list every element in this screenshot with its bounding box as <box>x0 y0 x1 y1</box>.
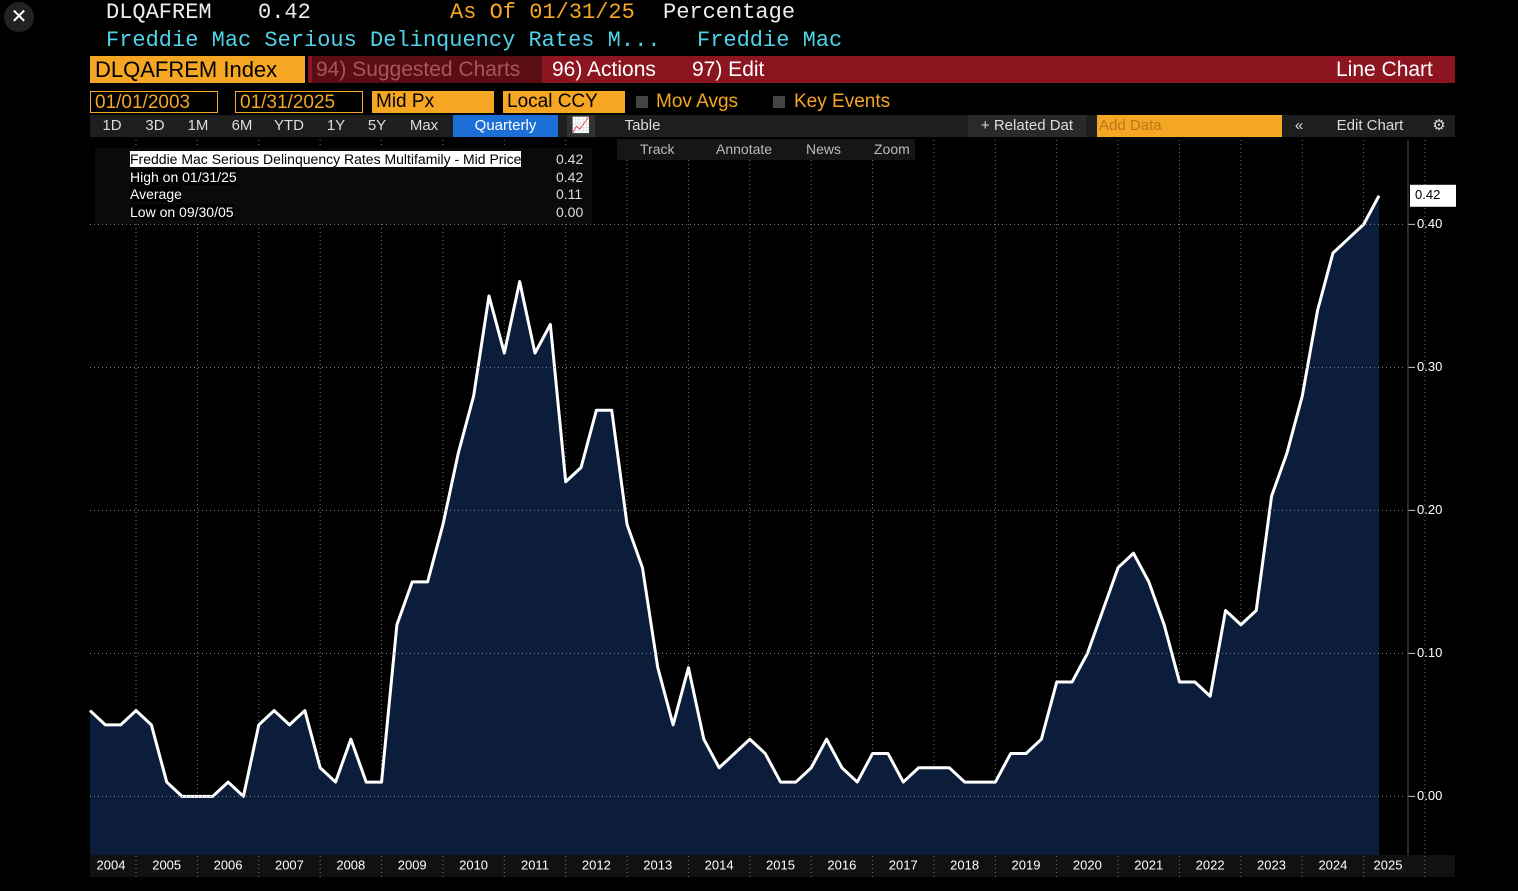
period-button[interactable]: 6M <box>231 117 253 134</box>
source: Freddie Mac <box>697 28 843 53</box>
add-data[interactable]: Add Data <box>1097 115 1282 137</box>
line <box>88 195 1381 798</box>
x-tick-label: 2025 <box>1374 857 1403 872</box>
tool-button[interactable]: Zoom <box>874 141 910 157</box>
period-button[interactable]: 1M <box>187 117 209 134</box>
menu-actions[interactable]: 96) Actions <box>552 58 656 81</box>
tool-bar <box>617 139 915 160</box>
y-tick-label: 0.10 <box>1417 645 1442 660</box>
security-field[interactable]: DLQAFREM Index <box>90 56 305 83</box>
last-value-tag <box>1410 184 1456 207</box>
unit: Percentage <box>663 0 796 25</box>
x-tick-label: 2011 <box>521 857 549 872</box>
x-tick-label: 2018 <box>950 857 979 872</box>
x-tick-label: 2013 <box>643 857 672 872</box>
end-date[interactable]: 01/31/2025 <box>235 91 363 113</box>
description: Freddie Mac Serious Delinquency Rates M.… <box>106 28 661 53</box>
mov-avgs[interactable]: Mov Avgs <box>656 91 739 112</box>
period-button[interactable]: Max <box>409 117 439 134</box>
y-tick-label: 0.00 <box>1417 788 1442 803</box>
tool-button[interactable]: News <box>806 141 842 157</box>
x-tick-label: 2009 <box>398 857 427 872</box>
close-button[interactable]: ✕ <box>4 2 34 32</box>
period-button[interactable]: 1D <box>102 117 122 134</box>
period-button[interactable]: 3D <box>145 117 165 134</box>
period-button[interactable]: YTD <box>274 117 304 134</box>
legend-value: 0.11 <box>556 186 583 203</box>
x-tick-label: 2017 <box>889 857 918 872</box>
x-tick-label: 2005 <box>152 857 181 872</box>
x-tick-label: 2014 <box>705 857 734 872</box>
menu-suggested[interactable]: 94) Suggested Charts <box>312 56 542 83</box>
last-value: 0.42 <box>258 0 311 25</box>
table-button[interactable]: Table <box>624 117 661 134</box>
x-tick-label: 2022 <box>1196 857 1225 872</box>
view-name: Line Chart <box>1336 58 1433 81</box>
period-button[interactable]: 1Y <box>326 117 346 134</box>
legend-label: Freddie Mac Serious Delinquency Rates Mu… <box>130 151 522 167</box>
currency-select[interactable]: Local CCY <box>503 91 625 113</box>
as-of: As Of 01/31/25 <box>450 0 635 25</box>
ticker: DLQAFREM <box>106 0 212 25</box>
settings[interactable]: ⚙ <box>1432 117 1446 134</box>
tool-button[interactable]: Track <box>640 141 675 157</box>
edit-chart[interactable]: Edit Chart <box>1336 117 1404 134</box>
y-tick-label: 0.40 <box>1417 216 1442 231</box>
x-tick-label: 2004 <box>97 857 126 872</box>
x-tick-label: 2024 <box>1318 857 1347 872</box>
x-tick-label: 2016 <box>827 857 856 872</box>
legend-value: 0.42 <box>556 151 584 167</box>
key-events[interactable]: Key Events <box>794 91 891 112</box>
field-select[interactable]: Mid Px <box>372 91 494 113</box>
x-tick-label: 2023 <box>1257 857 1286 872</box>
x-tick-label: 2012 <box>582 857 611 872</box>
legend-label: Low on 09/30/05 <box>130 204 234 221</box>
x-tick-label: 2008 <box>336 857 365 872</box>
x-tick-label: 2021 <box>1134 857 1163 872</box>
x-tick-label: 2010 <box>459 857 488 872</box>
x-tick-label: 2015 <box>766 857 795 872</box>
legend-value: 0.42 <box>556 168 584 185</box>
legend-label: High on 01/31/25 <box>130 168 237 185</box>
x-axis <box>90 855 1455 877</box>
checkbox[interactable] <box>636 96 648 108</box>
last-value-label: 0.42 <box>1415 187 1440 202</box>
tool-button[interactable]: Annotate <box>716 141 773 157</box>
y-tick-label: 0.20 <box>1417 502 1442 517</box>
collapse[interactable]: « <box>1294 117 1304 134</box>
legend-value: 0.00 <box>556 204 584 221</box>
start-date[interactable]: 01/01/2003 <box>90 91 218 113</box>
legend-label: Average <box>130 186 182 203</box>
checkbox[interactable] <box>773 96 785 108</box>
x-tick-label: 2019 <box>1012 857 1041 872</box>
frequency[interactable]: Quarterly <box>453 115 558 137</box>
area-fill <box>90 195 1379 855</box>
menu-edit[interactable]: 97) Edit <box>692 58 765 81</box>
chart-icon[interactable]: 📈 <box>567 115 595 137</box>
y-tick-label: 0.30 <box>1417 359 1442 374</box>
x-tick-label: 2020 <box>1073 857 1102 872</box>
related-data[interactable]: + Related Dat <box>968 115 1086 137</box>
period-button[interactable]: 5Y <box>367 117 387 134</box>
x-tick-label: 2007 <box>275 857 304 872</box>
x-tick-label: 2006 <box>214 857 243 872</box>
